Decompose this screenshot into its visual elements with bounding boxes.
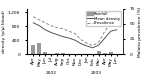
Bar [55, 53, 59, 54]
Y-axis label: Rainfall (mm) and parasite
density (p/μl blood): Rainfall (mm) and parasite density (p/μl… [0, 2, 6, 61]
Bar [97, 51, 101, 54]
Bar [109, 52, 113, 54]
Bar [43, 52, 47, 54]
Text: 2002: 2002 [46, 71, 57, 75]
Y-axis label: Malaria prevalence (%): Malaria prevalence (%) [138, 6, 142, 57]
Bar [61, 53, 65, 54]
Bar [103, 53, 107, 54]
Legend: Rainfall, Mean density, Prevalence: Rainfall, Mean density, Prevalence [86, 11, 121, 26]
Bar [31, 45, 35, 54]
Text: 2003: 2003 [90, 71, 101, 75]
Bar [37, 43, 41, 54]
